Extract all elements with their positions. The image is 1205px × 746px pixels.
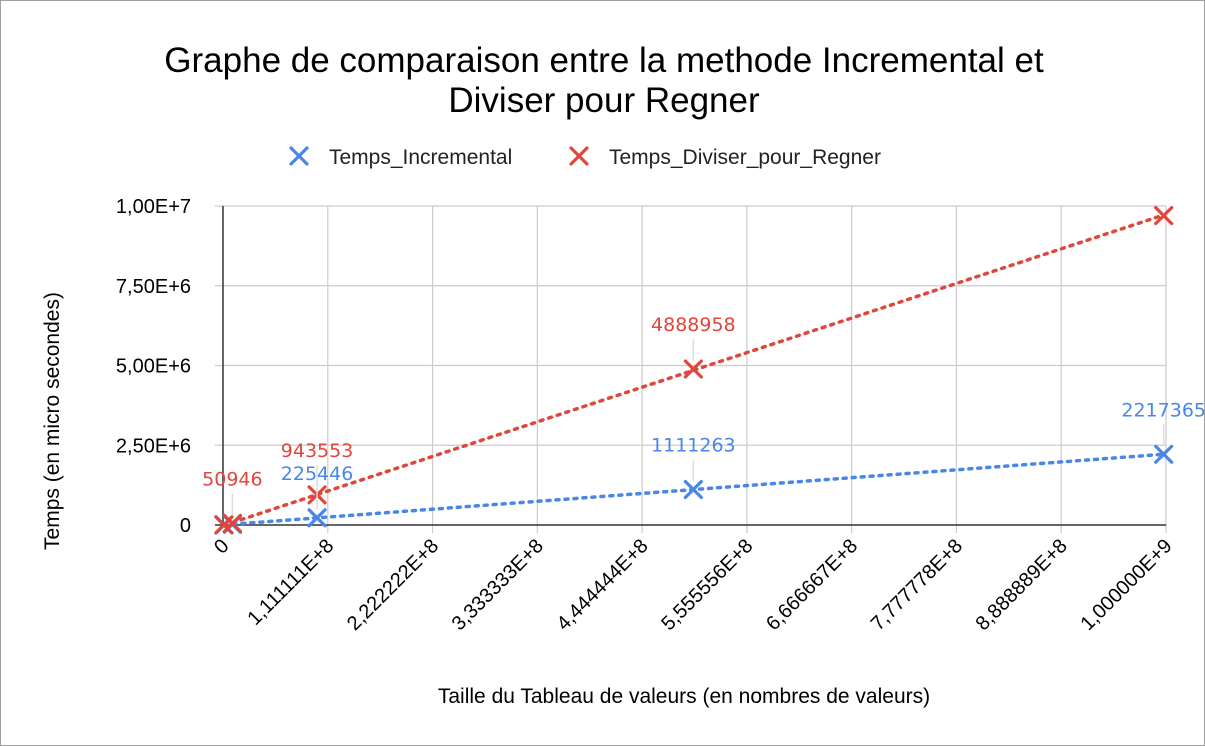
y-tick-label: 7,50E+6 (116, 276, 191, 298)
legend-marker (569, 146, 589, 166)
x-tick-label: 7,777778E+8 (867, 535, 967, 635)
data-label: 943553 (281, 440, 354, 462)
grid-lines (215, 205, 1167, 533)
x-tick-label: 5,555556E+8 (657, 535, 757, 635)
x-axis-label: Taille du Tableau de valeurs (en nombres… (438, 685, 930, 708)
chart-title-line-2: Diviser pour Regner (448, 81, 760, 120)
data-point (683, 359, 703, 379)
data-points (214, 205, 1174, 535)
x-tick-label: 3,333333E+8 (448, 535, 548, 635)
y-tick-label: 1,00E+7 (116, 196, 191, 218)
x-tick-labels: 0 1,111111E+8 2,222222E+8 3,333333E+8 4,4444… (210, 535, 1176, 635)
data-label: 50946 (202, 468, 262, 490)
legend-label: Temps_Incremental (329, 146, 512, 169)
x-tick-label: 4,444444E+8 (553, 535, 653, 635)
data-point (683, 479, 703, 500)
data-point (307, 508, 327, 528)
x-tick-label: 1,000000E+9 (1076, 535, 1176, 635)
axes (215, 206, 1166, 526)
x-tick-label: 1,111111E+8 (243, 535, 338, 630)
y-tick-label: 5,00E+6 (116, 356, 191, 378)
data-point (1154, 205, 1174, 226)
chart-title-line-1: Graphe de comparaison entre la methode I… (164, 41, 1044, 80)
legend-label: Temps_Diviser_pour_Regner (609, 146, 881, 169)
y-tick-labels: 0 2,50E+6 5,00E+6 7,50E+6 1,00E+7 (116, 196, 191, 537)
data-point (1154, 444, 1174, 464)
y-tick-label: 2,50E+6 (116, 435, 191, 457)
data-label: 2217365 (1121, 399, 1204, 421)
y-tick-label: 0 (180, 515, 191, 537)
y-axis-label: Temps (en micro secondes) (41, 292, 64, 550)
data-label: 1111263 (651, 435, 736, 457)
x-tick-label: 2,222222E+8 (343, 535, 443, 635)
chart-legend: Temps_Incremental Temps_Diviser_pour_Regn… (289, 146, 881, 169)
data-point (222, 513, 243, 533)
legend-marker (289, 146, 309, 166)
x-tick-label: 0 (210, 535, 233, 558)
x-tick-label: 8,888889E+8 (972, 535, 1072, 635)
data-label: 4888958 (651, 314, 736, 336)
x-tick-label: 6,666667E+8 (762, 535, 862, 635)
